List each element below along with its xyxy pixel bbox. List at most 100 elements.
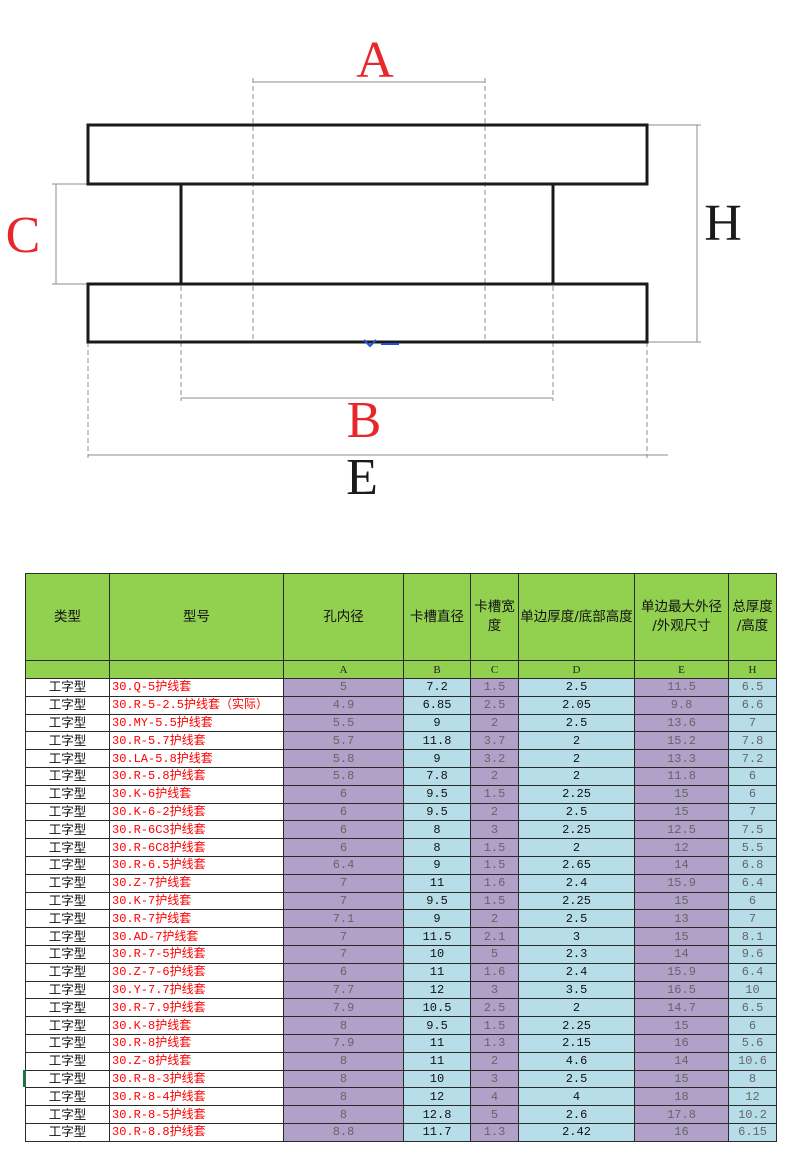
column-code-type[interactable]: [25, 660, 110, 679]
cell-model[interactable]: 30.Q-5护线套: [109, 678, 284, 697]
cell-total-height[interactable]: 6.15: [728, 1122, 777, 1142]
cell-total-height[interactable]: 6.5: [728, 678, 777, 697]
cell-model[interactable]: 30.R-5.8护线套: [109, 766, 284, 786]
column-header-slot-diameter[interactable]: 卡槽直径: [403, 573, 471, 661]
cell-side-thickness[interactable]: 2.5: [518, 1069, 635, 1089]
cell-max-outer-diameter[interactable]: 16: [634, 1033, 729, 1053]
cell-slot-diameter[interactable]: 9.5: [403, 802, 471, 822]
cell-side-thickness[interactable]: 3: [518, 927, 635, 946]
cell-model[interactable]: 30.R-8-4护线套: [109, 1087, 284, 1107]
cell-hole-diameter[interactable]: 6: [283, 820, 404, 840]
cell-side-thickness[interactable]: 3.5: [518, 980, 635, 1000]
cell-slot-diameter[interactable]: 12: [403, 980, 471, 1000]
column-header-slot-width[interactable]: 卡槽宽 度: [470, 573, 519, 661]
cell-slot-diameter[interactable]: 11: [403, 1033, 471, 1053]
cell-max-outer-diameter[interactable]: 15.2: [634, 731, 729, 751]
cell-max-outer-diameter[interactable]: 14.7: [634, 998, 729, 1018]
cell-type[interactable]: 工字型: [25, 1051, 110, 1071]
cell-model[interactable]: 30.R-7-5护线套: [109, 944, 284, 964]
cell-side-thickness[interactable]: 2.25: [518, 1016, 635, 1035]
cell-max-outer-diameter[interactable]: 18: [634, 1087, 729, 1107]
cell-side-thickness[interactable]: 4: [518, 1087, 635, 1107]
cell-slot-diameter[interactable]: 12.8: [403, 1105, 471, 1124]
cell-slot-width[interactable]: 2.1: [470, 927, 519, 946]
cell-side-thickness[interactable]: 2: [518, 766, 635, 786]
cell-hole-diameter[interactable]: 7: [283, 944, 404, 964]
cell-side-thickness[interactable]: 2.05: [518, 695, 635, 715]
cell-model[interactable]: 30.Y-7.7护线套: [109, 980, 284, 1000]
cell-max-outer-diameter[interactable]: 16: [634, 1122, 729, 1142]
cell-slot-width[interactable]: 5: [470, 944, 519, 964]
cell-max-outer-diameter[interactable]: 15: [634, 927, 729, 946]
cell-total-height[interactable]: 7.5: [728, 820, 777, 840]
cell-max-outer-diameter[interactable]: 15: [634, 802, 729, 822]
cell-slot-diameter[interactable]: 9.5: [403, 1016, 471, 1035]
cell-max-outer-diameter[interactable]: 15: [634, 784, 729, 804]
cell-model[interactable]: 30.R-7.9护线套: [109, 998, 284, 1018]
cell-hole-diameter[interactable]: 7: [283, 873, 404, 893]
cell-max-outer-diameter[interactable]: 13.3: [634, 749, 729, 768]
column-code-c[interactable]: C: [470, 660, 519, 679]
cell-side-thickness[interactable]: 2: [518, 731, 635, 751]
cell-total-height[interactable]: 10: [728, 980, 777, 1000]
cell-side-thickness[interactable]: 2: [518, 998, 635, 1018]
cell-slot-diameter[interactable]: 11.5: [403, 927, 471, 946]
cell-total-height[interactable]: 7.8: [728, 731, 777, 751]
cell-slot-width[interactable]: 2: [470, 713, 519, 733]
cell-slot-width[interactable]: 2.5: [470, 998, 519, 1018]
cell-hole-diameter[interactable]: 6: [283, 802, 404, 822]
cell-side-thickness[interactable]: 2.42: [518, 1122, 635, 1142]
cell-slot-diameter[interactable]: 10: [403, 944, 471, 964]
column-code-model[interactable]: [109, 660, 284, 679]
cell-slot-width[interactable]: 2: [470, 802, 519, 822]
cell-slot-diameter[interactable]: 11.8: [403, 731, 471, 751]
cell-model[interactable]: 30.K-6-2护线套: [109, 802, 284, 822]
cell-model[interactable]: 30.MY-5.5护线套: [109, 713, 284, 733]
cell-slot-width[interactable]: 1.5: [470, 1016, 519, 1035]
cell-model[interactable]: 30.R-6C8护线套: [109, 838, 284, 857]
cell-slot-diameter[interactable]: 9: [403, 855, 471, 875]
cell-total-height[interactable]: 7: [728, 713, 777, 733]
cell-model[interactable]: 30.K-8护线套: [109, 1016, 284, 1035]
cell-hole-diameter[interactable]: 5.8: [283, 749, 404, 768]
column-header-type[interactable]: 类型: [25, 573, 110, 661]
cell-hole-diameter[interactable]: 8: [283, 1087, 404, 1107]
column-code-d[interactable]: D: [518, 660, 635, 679]
cell-type[interactable]: 工字型: [25, 678, 110, 697]
cell-type[interactable]: 工字型: [25, 1087, 110, 1107]
cell-max-outer-diameter[interactable]: 16.5: [634, 980, 729, 1000]
cell-hole-diameter[interactable]: 7.7: [283, 980, 404, 1000]
cell-hole-diameter[interactable]: 8: [283, 1051, 404, 1071]
cell-slot-diameter[interactable]: 12: [403, 1087, 471, 1107]
cell-type[interactable]: 工字型: [25, 820, 110, 840]
cell-hole-diameter[interactable]: 6: [283, 962, 404, 982]
cell-slot-width[interactable]: 2: [470, 766, 519, 786]
cell-total-height[interactable]: 6.5: [728, 998, 777, 1018]
cell-hole-diameter[interactable]: 7.9: [283, 1033, 404, 1053]
cell-max-outer-diameter[interactable]: 14: [634, 855, 729, 875]
cell-max-outer-diameter[interactable]: 13: [634, 909, 729, 929]
cell-slot-width[interactable]: 1.6: [470, 962, 519, 982]
cell-hole-diameter[interactable]: 6: [283, 784, 404, 804]
column-code-a[interactable]: A: [283, 660, 404, 679]
cell-slot-diameter[interactable]: 9.5: [403, 891, 471, 911]
cell-slot-diameter[interactable]: 9.5: [403, 784, 471, 804]
cell-type[interactable]: 工字型: [25, 927, 110, 946]
cell-side-thickness[interactable]: 2.25: [518, 820, 635, 840]
cell-slot-width[interactable]: 1.5: [470, 891, 519, 911]
cell-slot-width[interactable]: 2: [470, 1051, 519, 1071]
cell-slot-width[interactable]: 3.2: [470, 749, 519, 768]
cell-model[interactable]: 30.R-8-5护线套: [109, 1105, 284, 1124]
cell-max-outer-diameter[interactable]: 12: [634, 838, 729, 857]
cell-side-thickness[interactable]: 2.5: [518, 678, 635, 697]
cell-model[interactable]: 30.R-7护线套: [109, 909, 284, 929]
cell-type[interactable]: 工字型: [25, 855, 110, 875]
cell-type[interactable]: 工字型: [25, 802, 110, 822]
cell-hole-diameter[interactable]: 5.8: [283, 766, 404, 786]
cell-model[interactable]: 30.Z-7护线套: [109, 873, 284, 893]
cell-hole-diameter[interactable]: 7: [283, 891, 404, 911]
cell-slot-width[interactable]: 3.7: [470, 731, 519, 751]
cell-type[interactable]: 工字型: [25, 1105, 110, 1124]
cell-slot-diameter[interactable]: 9: [403, 713, 471, 733]
cell-side-thickness[interactable]: 2: [518, 749, 635, 768]
